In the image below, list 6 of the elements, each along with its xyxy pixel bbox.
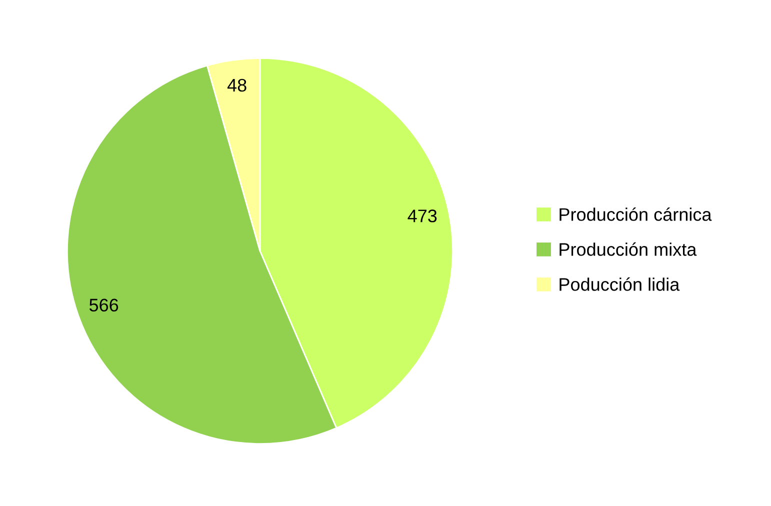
legend-label: Producción mixta	[560, 242, 697, 256]
legend-label: Poducción lidia	[560, 277, 680, 291]
legend-label: Producción cárnica	[560, 207, 712, 221]
data-label: 566	[89, 298, 118, 312]
data-label: 48	[227, 78, 246, 92]
data-label: 473	[408, 210, 437, 222]
